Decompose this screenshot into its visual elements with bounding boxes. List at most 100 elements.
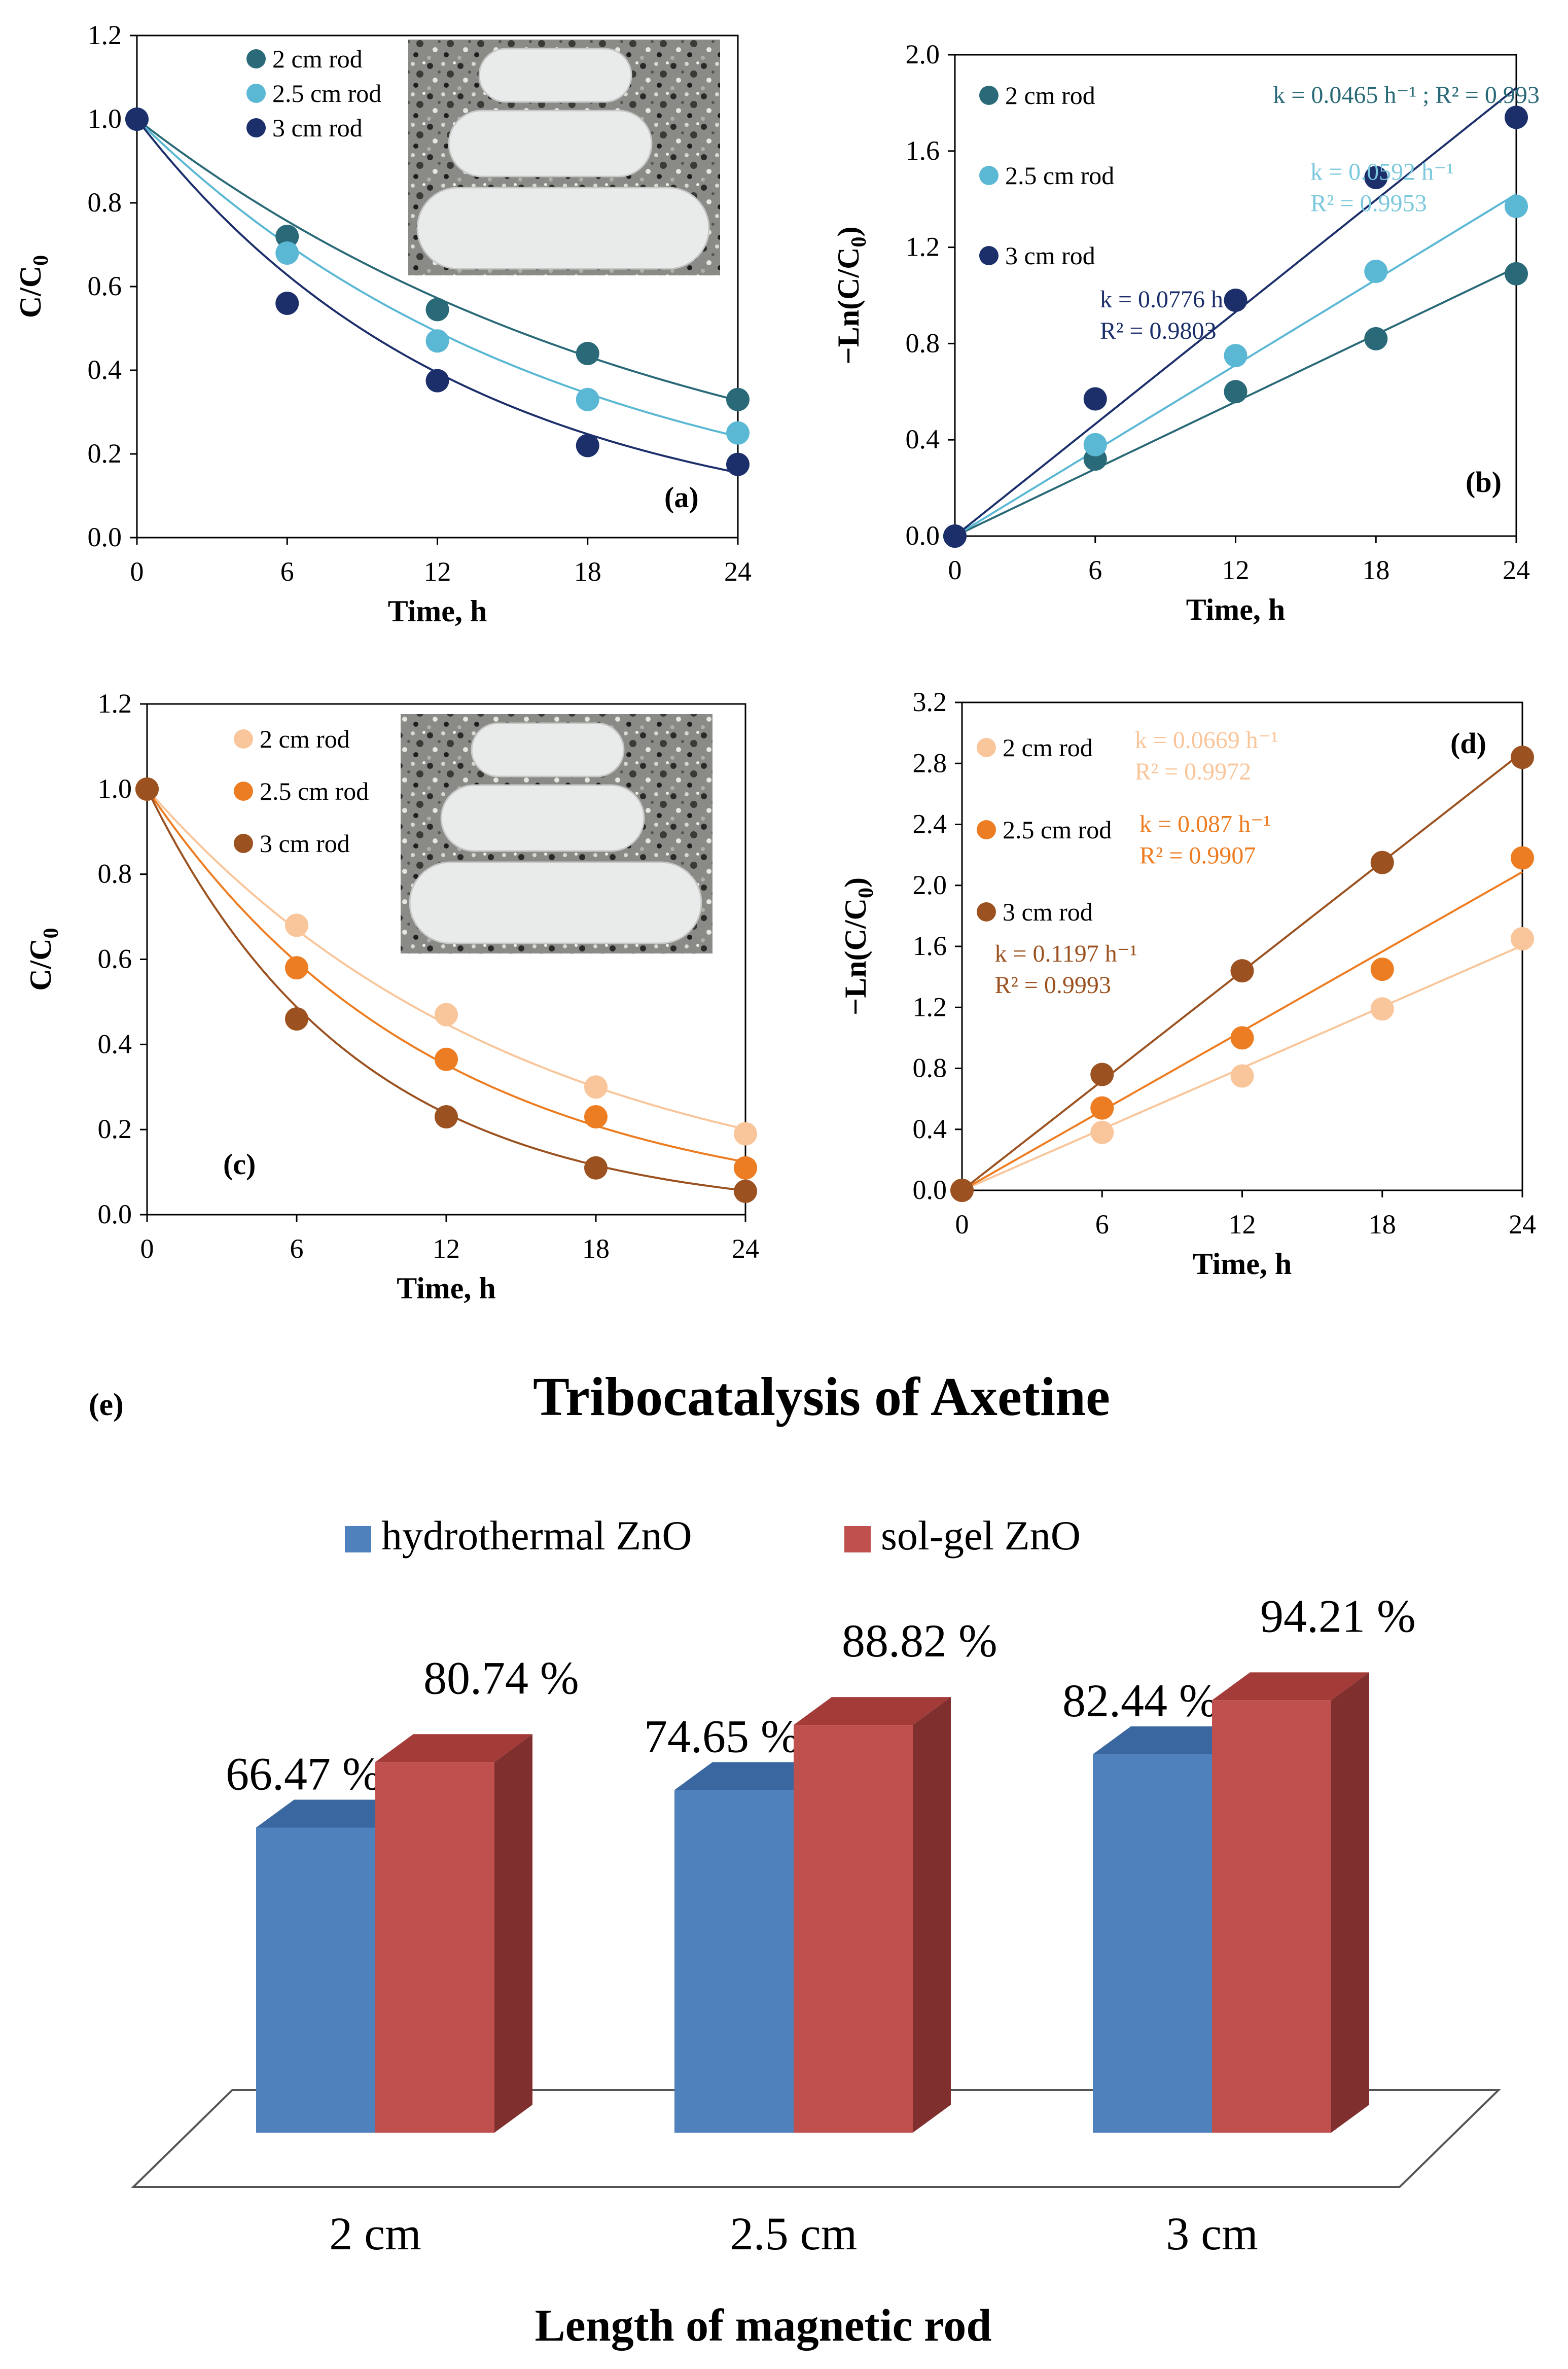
fit-annotation: k = 0.0776 h⁻¹ xyxy=(1100,286,1243,313)
legend-marker xyxy=(234,782,253,801)
legend-label: 3 cm rod xyxy=(272,114,363,142)
y-axis-label-tail: ) xyxy=(839,877,872,888)
legend-marker xyxy=(977,738,996,757)
y-axis-label-main: −Ln(C/C xyxy=(832,247,865,365)
x-tick-label: 0 xyxy=(955,1209,969,1240)
data-point xyxy=(576,342,599,365)
y-tick-label: 0.4 xyxy=(88,355,122,385)
y-tick-label: 1.6 xyxy=(913,931,947,961)
data-point xyxy=(425,298,449,322)
y-tick-label: 0.0 xyxy=(88,522,122,552)
data-point xyxy=(1090,1096,1114,1120)
fit-annotation: R² = 0.9972 xyxy=(1135,758,1251,785)
panel-label: (d) xyxy=(1450,727,1486,760)
bar-value-label: 74.65 % xyxy=(644,1710,800,1762)
data-point xyxy=(1364,327,1388,350)
x-category-label: 2.5 cm xyxy=(730,2208,857,2259)
data-point xyxy=(425,369,449,393)
data-point xyxy=(1224,380,1248,404)
data-point xyxy=(435,1047,458,1071)
legend-swatch xyxy=(345,1526,371,1552)
data-point xyxy=(1224,288,1248,312)
fit-annotation: k = 0.1197 h⁻¹ xyxy=(994,940,1137,967)
data-point xyxy=(943,524,967,548)
x-tick-label: 12 xyxy=(1229,1209,1256,1240)
data-point xyxy=(1511,746,1534,769)
magnetic-rod xyxy=(416,187,710,270)
x-tick-label: 12 xyxy=(1222,555,1250,585)
bar-front xyxy=(1093,1754,1212,2133)
y-tick-label: 2.4 xyxy=(913,809,947,839)
y-tick-label: 1.6 xyxy=(906,135,940,166)
y-axis-label-subscript: 0 xyxy=(854,888,878,898)
y-tick-label: 0.4 xyxy=(906,424,940,454)
y-tick-label: 0.4 xyxy=(913,1114,947,1144)
y-axis-label-subscript: 0 xyxy=(40,928,63,938)
x-tick-label: 24 xyxy=(1503,555,1530,585)
data-point xyxy=(1370,958,1394,981)
legend-marker xyxy=(977,820,996,839)
fit-annotation: k = 0.0592 h⁻¹ xyxy=(1310,159,1454,186)
bar-side xyxy=(1331,1672,1369,2133)
legend-marker xyxy=(977,902,996,922)
fit-line-2 xyxy=(954,87,1517,537)
data-point xyxy=(1505,194,1528,218)
data-point xyxy=(734,1156,757,1180)
bar-top xyxy=(794,1697,951,1725)
x-tick-label: 6 xyxy=(1095,1209,1109,1240)
data-point xyxy=(1090,1063,1114,1086)
panel-3: 0.0 0.4 0.8 1.2 1.6 2.0 2.4 2.8 3.2 0 6 12 18 24 Time,… xyxy=(839,687,1536,1281)
magnetic-rod xyxy=(409,861,702,944)
y-tick-label: 0.4 xyxy=(98,1029,132,1059)
bar-side xyxy=(494,1734,532,2133)
y-axis-label: −Ln(C/C0) xyxy=(839,877,878,1015)
data-point xyxy=(125,108,149,131)
bar-value-label: 88.82 % xyxy=(842,1615,997,1667)
panel-label: (e) xyxy=(89,1388,124,1422)
data-point xyxy=(1083,433,1107,456)
data-point xyxy=(1230,959,1254,983)
bar-value-label: 66.47 % xyxy=(226,1748,381,1799)
bar-top xyxy=(375,1734,532,1762)
inset-rod-photo xyxy=(401,714,712,953)
y-axis-label-main: C/C xyxy=(14,266,47,318)
magnetic-rod xyxy=(471,722,625,777)
x-tick-label: 18 xyxy=(1369,1209,1396,1240)
x-tick-label: 18 xyxy=(1362,555,1389,585)
legend-label: 2 cm rod xyxy=(1005,81,1095,110)
legend-label: 3 cm rod xyxy=(260,829,350,858)
legend-label: hydrothermal ZnO xyxy=(381,1512,692,1559)
legend-label: 2.5 cm rod xyxy=(272,79,381,108)
bar-front xyxy=(1212,1700,1331,2133)
data-point xyxy=(584,1156,608,1180)
y-tick-label: 0.8 xyxy=(98,859,132,889)
panel-1: 0.0 0.4 0.8 1.2 1.6 2.0 0 6 12 18 24 Time, h −Ln(C/C… xyxy=(832,39,1540,626)
bar-value-label: 82.44 % xyxy=(1062,1675,1218,1726)
x-tick-label: 12 xyxy=(424,556,451,587)
data-point xyxy=(1505,105,1528,129)
x-tick-label: 0 xyxy=(140,1233,154,1264)
y-axis-label: C/C0 xyxy=(14,255,53,318)
x-axis-label: Time, h xyxy=(1193,1247,1292,1281)
legend-label: 3 cm rod xyxy=(1005,241,1095,270)
fit-annotation: R² = 0.9907 xyxy=(1139,842,1256,869)
x-axis-label: Length of magnetic rod xyxy=(535,2301,992,2351)
y-tick-label: 0.0 xyxy=(913,1175,947,1205)
bar-value-label: 94.21 % xyxy=(1260,1590,1416,1642)
legend-label: sol-gel ZnO xyxy=(881,1512,1081,1559)
y-axis-label: −Ln(C/C0) xyxy=(832,227,871,365)
y-tick-label: 1.2 xyxy=(906,232,940,262)
x-tick-label: 6 xyxy=(280,556,294,587)
fit-annotation: R² = 0.9993 xyxy=(994,972,1111,999)
magnetic-rod xyxy=(448,110,653,178)
data-point xyxy=(275,225,299,248)
data-point xyxy=(1224,344,1248,368)
legend-marker xyxy=(246,84,266,103)
x-axis-label: Time, h xyxy=(1186,593,1286,626)
data-point xyxy=(726,421,750,445)
y-tick-label: 0.8 xyxy=(913,1053,947,1083)
magnetic-rod xyxy=(478,48,632,103)
y-tick-label: 1.2 xyxy=(88,20,122,50)
